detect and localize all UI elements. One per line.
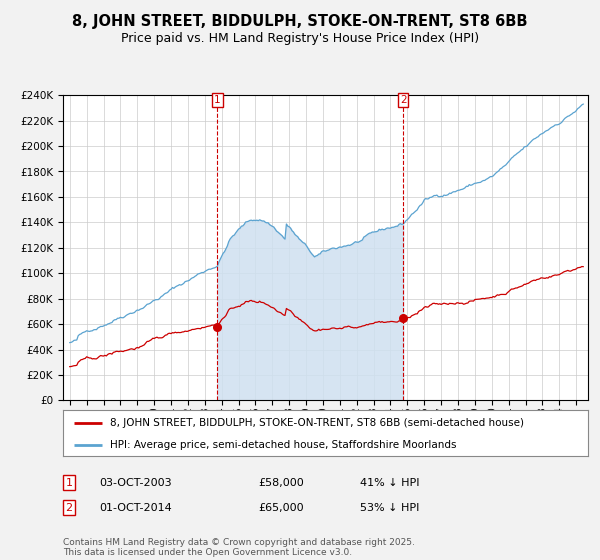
Text: 2: 2 [65,503,73,513]
Text: 41% ↓ HPI: 41% ↓ HPI [360,478,419,488]
Text: 53% ↓ HPI: 53% ↓ HPI [360,503,419,513]
Text: Price paid vs. HM Land Registry's House Price Index (HPI): Price paid vs. HM Land Registry's House … [121,32,479,45]
Text: £58,000: £58,000 [258,478,304,488]
Text: 8, JOHN STREET, BIDDULPH, STOKE-ON-TRENT, ST8 6BB (semi-detached house): 8, JOHN STREET, BIDDULPH, STOKE-ON-TRENT… [110,418,524,428]
Text: 8, JOHN STREET, BIDDULPH, STOKE-ON-TRENT, ST8 6BB: 8, JOHN STREET, BIDDULPH, STOKE-ON-TRENT… [72,14,528,29]
Text: 1: 1 [214,95,221,105]
Text: 03-OCT-2003: 03-OCT-2003 [99,478,172,488]
Text: 1: 1 [65,478,73,488]
Text: £65,000: £65,000 [258,503,304,513]
Text: HPI: Average price, semi-detached house, Staffordshire Moorlands: HPI: Average price, semi-detached house,… [110,440,457,450]
Text: Contains HM Land Registry data © Crown copyright and database right 2025.
This d: Contains HM Land Registry data © Crown c… [63,538,415,557]
Text: 2: 2 [400,95,406,105]
Text: 01-OCT-2014: 01-OCT-2014 [99,503,172,513]
